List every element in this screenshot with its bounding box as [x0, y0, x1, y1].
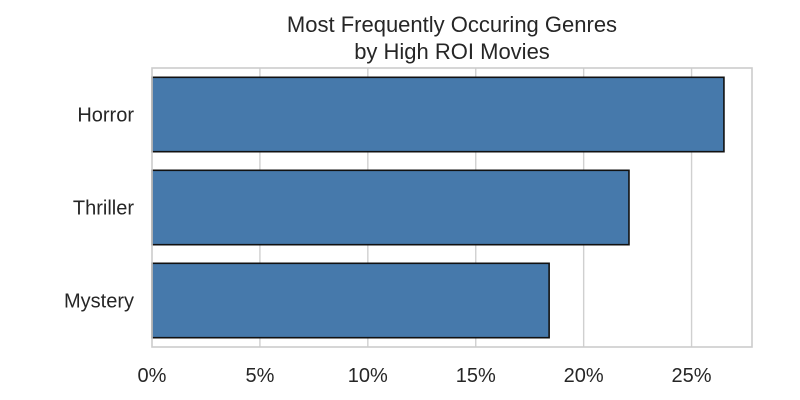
x-tick-label-25: 25%	[672, 365, 712, 387]
category-label-thriller: Thriller	[73, 198, 134, 220]
x-axis-tick-labels: 0% 5% 10% 15% 20% 25%	[138, 365, 712, 387]
x-tick-label-10: 10%	[348, 365, 388, 387]
bar-thriller	[151, 169, 630, 246]
x-tick-label-0: 0%	[138, 365, 167, 387]
category-label-mystery: Mystery	[64, 291, 134, 313]
x-tick-label-15: 15%	[456, 365, 496, 387]
chart-title-line-2: by High ROI Movies	[354, 39, 550, 64]
bar-horror	[151, 76, 725, 153]
chart-title-line-1: Most Frequently Occuring Genres	[287, 12, 617, 37]
bar-mystery	[151, 262, 550, 339]
bars	[151, 76, 725, 339]
category-label-horror: Horror	[77, 105, 134, 127]
y-axis-category-labels: Horror Thriller Mystery	[64, 105, 134, 313]
x-tick-label-20: 20%	[564, 365, 604, 387]
x-tick-label-5: 5%	[245, 365, 274, 387]
plot-frame	[151, 67, 753, 348]
